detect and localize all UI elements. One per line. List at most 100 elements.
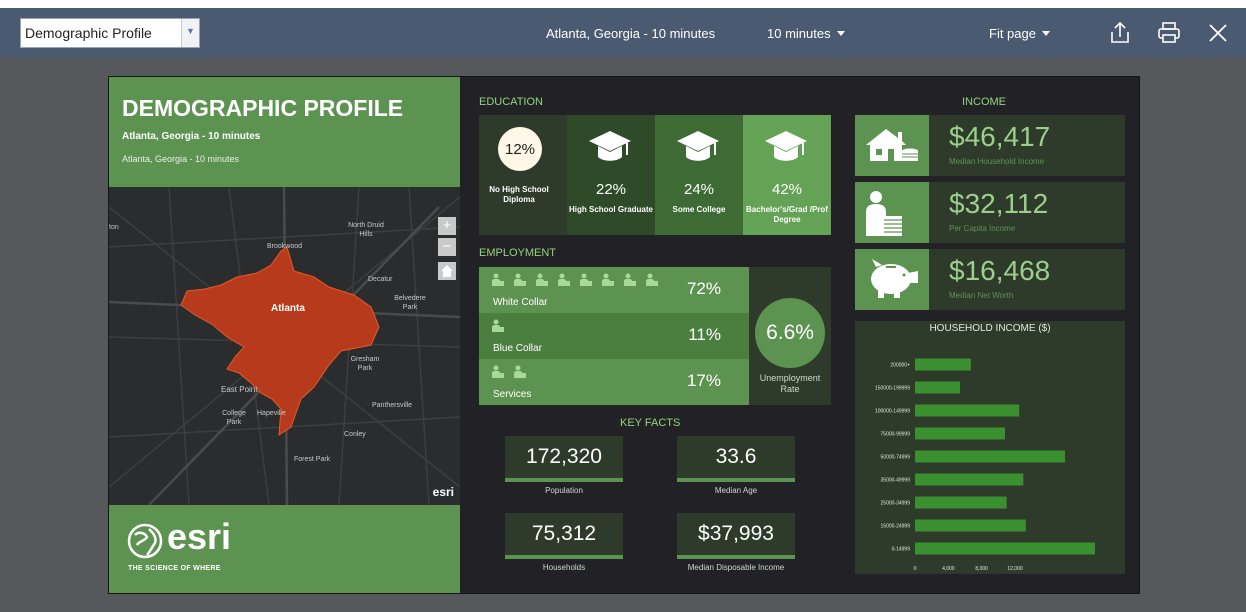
income-label: Median Net Worth (949, 291, 1014, 300)
map-label: Atlanta (271, 303, 305, 314)
education-pct: 22% (595, 181, 627, 198)
worker-icon (645, 273, 659, 292)
category-label: 200000+ (890, 363, 910, 369)
category-label: 150000-199999 (875, 386, 910, 392)
income-value: $16,468 (949, 255, 1051, 286)
employment-label: Services (493, 389, 532, 400)
category-label: 50000-74999 (881, 455, 911, 461)
key-fact-label: Median Age (714, 486, 758, 495)
map-attribution: esri (432, 485, 454, 499)
esri-tagline: THE SCIENCE OF WHERE (128, 565, 221, 572)
caret-down-icon (1041, 31, 1050, 36)
print-icon[interactable] (1156, 20, 1182, 46)
esri-footer: esri THE SCIENCE OF WHERE (109, 505, 460, 593)
top-strip (0, 0, 1246, 8)
worker-icon (491, 365, 505, 384)
globe-icon (127, 523, 163, 559)
worker-icon (491, 273, 505, 292)
infographic-canvas: DEMOGRAPHIC PROFILE Atlanta, Georgia - 1… (108, 76, 1140, 594)
map-label: Conley (344, 431, 366, 438)
employment-row: Blue Collar 11% (479, 313, 749, 359)
worker-icon (623, 273, 637, 292)
category-label: 35000-49999 (881, 478, 911, 484)
worker-icon (513, 365, 527, 384)
income-value-box: $46,417 Median Household Income (929, 115, 1125, 176)
income-value-box: $32,112 Per Capita Income (929, 182, 1125, 243)
education-label: High School Graduate (568, 205, 653, 214)
zoom-out-button[interactable]: − (438, 238, 456, 256)
house-icon (855, 115, 929, 176)
education-pct: 24% (683, 181, 715, 198)
income-item: $46,417 Median Household Income (855, 115, 1125, 176)
employment-title: EMPLOYMENT (479, 247, 557, 259)
income-label: Per Capita Income (949, 224, 1016, 233)
bar (915, 473, 1024, 486)
income-value: $32,112 (949, 188, 1049, 219)
dropdown-button[interactable]: ▼ (181, 19, 199, 47)
fit-page-dropdown[interactable]: Fit page (989, 26, 1050, 41)
category-label: 15000-24999 (881, 524, 911, 530)
unemployment-value: 6.6% (766, 321, 814, 344)
infographic-dropdown[interactable]: Demographic Profile ▼ (20, 18, 200, 48)
dropdown-value: Demographic Profile (25, 25, 152, 41)
key-fact-box (677, 513, 795, 559)
drive-time-dropdown[interactable]: 10 minutes (767, 26, 845, 41)
household-income-chart: HOUSEHOLD INCOME ($) 200000+ 150000-19999… (855, 321, 1125, 574)
income-value: $46,417 (949, 121, 1051, 152)
income-item: $16,468 Median Net Worth (855, 249, 1125, 310)
bar (915, 496, 1007, 509)
map-label: ton (109, 224, 119, 231)
key-fact-value: 33.6 (715, 445, 757, 468)
key-fact-box (677, 436, 795, 482)
key-fact-label: Households (542, 563, 586, 572)
category-label: 25000-34999 (881, 501, 911, 507)
graduation-cap-icon (587, 127, 633, 172)
education-tile: 24% Some College (655, 115, 743, 235)
zoom-in-button[interactable]: + (438, 217, 456, 235)
infographic-title: DEMOGRAPHIC PROFILE (122, 95, 404, 121)
infographic-subtitle-secondary: Atlanta, Georgia - 10 minutes (122, 154, 240, 164)
chart-title: HOUSEHOLD INCOME ($) (929, 323, 1051, 334)
key-fact-value: 172,320 (526, 445, 602, 468)
key-fact-label: Population (545, 486, 583, 495)
close-icon[interactable] (1205, 20, 1231, 46)
worker-icon (535, 273, 549, 292)
education-pct: 12% (504, 141, 536, 158)
category-label: 0-14999 (892, 547, 911, 553)
employment-label: Blue Collar (493, 343, 542, 354)
education-title: EDUCATION (479, 96, 543, 108)
home-icon[interactable] (438, 262, 456, 280)
key-fact-box (505, 436, 623, 482)
map-label: East Point (221, 385, 258, 394)
drive-time-map[interactable]: ton North Druid Hills Brookwood Decatur … (109, 187, 460, 505)
worker-icon (513, 273, 527, 292)
unemployment-panel: 6.6% Unemployment Rate (749, 267, 831, 405)
location-label: Atlanta, Georgia - 10 minutes (546, 26, 716, 41)
bar (915, 450, 1065, 463)
toolbar: Demographic Profile ▼ Atlanta, Georgia -… (0, 8, 1246, 58)
map-label: Panthersville (372, 402, 413, 409)
map-label: Forest Park (294, 456, 331, 463)
unemployment-label: Unemployment Rate (759, 373, 821, 394)
key-facts-title: KEY FACTS (620, 417, 681, 429)
category-label: 100000-149999 (875, 409, 910, 415)
bar (915, 427, 1005, 440)
drive-time-area (180, 246, 380, 436)
employment-row: White Collar 72% (479, 267, 749, 313)
x-tick-label: 4,000 (942, 566, 955, 572)
employment-row: Services 17% (479, 359, 749, 405)
esri-logo-text: esri (167, 516, 232, 557)
education-label: No High School Diploma (489, 185, 549, 204)
graduation-cap-icon (763, 127, 809, 172)
bar (915, 542, 1095, 555)
employment-pct: 17% (686, 371, 721, 390)
map-label: Gresham Park (350, 356, 380, 372)
share-icon[interactable] (1107, 20, 1133, 46)
education-pct: 42% (771, 181, 803, 198)
employment-pct: 11% (688, 325, 721, 344)
left-panel: DEMOGRAPHIC PROFILE Atlanta, Georgia - 1… (109, 77, 460, 593)
bar (915, 381, 960, 394)
fit-page-value: Fit page (989, 26, 1036, 41)
x-tick-label: 8,000 (975, 566, 988, 572)
worker-icon (491, 319, 505, 338)
